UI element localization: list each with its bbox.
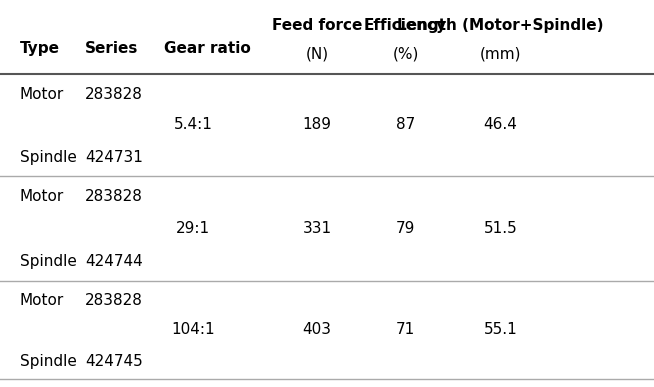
Text: Type: Type	[20, 41, 60, 56]
Text: 331: 331	[303, 221, 332, 236]
Text: Spindle: Spindle	[20, 354, 77, 369]
Text: Feed force: Feed force	[272, 18, 362, 33]
Text: 87: 87	[396, 117, 415, 132]
Text: 5.4:1: 5.4:1	[173, 117, 213, 132]
Text: 424745: 424745	[85, 354, 143, 369]
Text: 51.5: 51.5	[483, 221, 517, 236]
Text: Series: Series	[85, 41, 139, 56]
Text: (%): (%)	[392, 47, 419, 62]
Text: 29:1: 29:1	[176, 221, 210, 236]
Text: Gear ratio: Gear ratio	[164, 41, 250, 56]
Text: Length (Motor+Spindle): Length (Motor+Spindle)	[397, 18, 604, 33]
Text: Motor: Motor	[20, 293, 64, 308]
Text: Spindle: Spindle	[20, 150, 77, 165]
Text: 71: 71	[396, 322, 415, 337]
Text: 283828: 283828	[85, 190, 143, 204]
Text: 403: 403	[303, 322, 332, 337]
Text: 46.4: 46.4	[483, 117, 517, 132]
Text: 104:1: 104:1	[171, 322, 215, 337]
Text: 283828: 283828	[85, 293, 143, 308]
Text: (N): (N)	[305, 47, 329, 62]
Text: (mm): (mm)	[479, 47, 521, 62]
Text: 79: 79	[396, 221, 415, 236]
Text: 55.1: 55.1	[483, 322, 517, 337]
Text: 283828: 283828	[85, 87, 143, 101]
Text: 189: 189	[303, 117, 332, 132]
Text: Motor: Motor	[20, 87, 64, 101]
Text: Motor: Motor	[20, 190, 64, 204]
Text: 424731: 424731	[85, 150, 143, 165]
Text: Spindle: Spindle	[20, 254, 77, 269]
Text: 424744: 424744	[85, 254, 143, 269]
Text: Efficiency: Efficiency	[364, 18, 447, 33]
